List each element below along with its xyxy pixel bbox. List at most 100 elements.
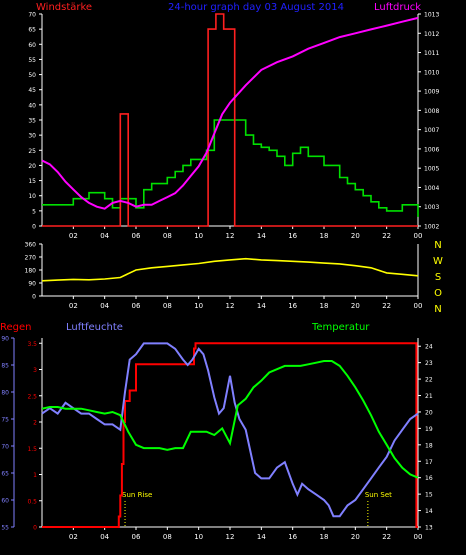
temperature-y-tick-label: 23 [425,360,433,367]
sun_rise-label: Sun Rise [122,491,152,499]
p3-x-tick-label: 02 [69,533,78,541]
rain-axis-label: Regen [0,322,32,333]
p2-x-tick-label: 14 [257,302,266,310]
compass-label: N [434,240,441,251]
pressure-y-tick-label: 1007 [424,127,439,134]
p3-x-tick-label: 14 [257,533,266,541]
temperature-y-tick-label: 20 [425,409,433,416]
p3-x-tick-label: 06 [132,533,141,541]
wind-y-tick-label: 60 [28,42,36,49]
temperature-y-tick-label: 14 [425,508,433,515]
rain-y-tick-label: 1 [33,472,37,479]
wind-y-tick-label: 25 [28,148,36,155]
rain-y-tick-label: 1.5 [27,446,37,453]
chart-title: 24-hour graph day 03 August 2014 [168,2,344,13]
pressure-y-tick-label: 1002 [424,224,439,231]
p1-x-tick-label: 02 [69,232,78,240]
pressure-y-tick-label: 1013 [424,12,439,19]
p1-x-tick-label: 08 [163,232,172,240]
direction-y-tick-label: 0 [32,294,36,301]
rain-y-tick-label: 0 [33,525,37,532]
p3-x-tick-label: 20 [351,533,360,541]
p2-x-tick-label: 20 [351,302,360,310]
p1-x-tick-label: 22 [382,232,391,240]
sun_set-label: Sun Set [365,491,392,499]
humidity-y-tick-label: 75 [1,417,9,424]
temperature-series-line [41,360,419,479]
humidity-y-tick-label: 65 [1,471,9,478]
wind-y-tick-label: 55 [28,57,36,64]
temperature-y-tick-label: 17 [425,459,433,466]
temperature-y-tick-label: 21 [425,393,433,400]
p1-x-tick-label: 04 [100,232,109,240]
humidity-axis-label: Luftfeuchte [66,322,123,333]
pressure-axis-label: Luftdruck [374,2,421,13]
wind-y-tick-label: 20 [28,163,36,170]
temperature-y-tick-label: 18 [425,442,433,449]
p1-x-tick-label: 16 [288,232,297,240]
pressure-y-tick-label: 1010 [424,69,439,76]
p2-x-tick-label: 08 [163,302,172,310]
temperature-y-tick-label: 24 [425,344,433,351]
humidity-y-tick-label: 60 [1,498,9,505]
p1-x-tick-label: 20 [351,232,360,240]
wind-y-tick-label: 5 [32,208,36,215]
p1-x-tick-label: 18 [320,232,329,240]
wind-y-tick-label: 15 [28,178,36,185]
humidity-y-tick-label: 85 [1,363,9,370]
humidity-y-tick-label: 55 [1,525,9,532]
p1-x-tick-label: 00 [414,232,423,240]
p3-x-tick-label: 00 [414,533,423,541]
p2-x-tick-label: 18 [320,302,329,310]
p3-x-tick-label: 04 [100,533,109,541]
wind-y-tick-label: 30 [28,133,36,140]
temperature-y-tick-label: 19 [425,426,433,433]
p1-x-tick-label: 10 [194,232,203,240]
pressure-y-tick-label: 1003 [424,204,439,211]
compass-label: S [435,272,441,283]
rain-y-tick-label: 0.5 [27,498,37,505]
p1-x-tick-label: 06 [132,232,141,240]
humidity-y-tick-label: 80 [1,390,9,397]
pressure-y-tick-label: 1005 [424,166,439,173]
wind-y-tick-label: 70 [28,12,36,19]
direction-y-tick-label: 270 [25,255,37,262]
temperature-y-tick-label: 22 [425,377,433,384]
wind-y-tick-label: 0 [32,224,36,231]
gust-series-line [42,13,418,227]
compass-label: O [434,288,442,299]
rain-series-line [42,342,418,528]
p3-x-tick-label: 22 [382,533,391,541]
rain-y-tick-label: 2 [33,420,37,427]
rain-y-tick-label: 3 [33,367,37,374]
wind-y-tick-label: 45 [28,87,36,94]
humidity-series-line [41,342,419,518]
p3-x-tick-label: 10 [194,533,203,541]
p2-x-tick-label: 04 [100,302,109,310]
p3-x-tick-label: 08 [163,533,172,541]
humidity-y-tick-label: 70 [1,444,9,451]
temperature-y-tick-label: 13 [425,525,433,532]
direction-y-tick-label: 360 [25,242,37,249]
p3-x-tick-label: 16 [288,533,297,541]
wind-pressure-chart: Windstärke 24-hour graph day 03 August 2… [28,2,439,240]
wind-y-tick-label: 50 [28,72,36,79]
wind-axis-label: Windstärke [36,2,92,13]
direction-y-tick-label: 90 [28,281,36,288]
p3-x-tick-label: 18 [320,533,329,541]
compass-label: N [434,304,441,315]
p2-x-tick-label: 10 [194,302,203,310]
wind-y-tick-label: 40 [28,102,36,109]
p2-x-tick-label: 16 [288,302,297,310]
pressure-y-tick-label: 1012 [424,31,439,38]
rain-y-tick-label: 2.5 [27,393,37,400]
p1-x-tick-label: 14 [257,232,266,240]
pressure-y-tick-label: 1008 [424,108,439,115]
p2-x-tick-label: 22 [382,302,391,310]
rain-y-tick-label: 3.5 [27,341,37,348]
humidity-y-tick-label: 90 [1,336,9,343]
direction-y-tick-label: 180 [25,268,37,275]
temperature-y-tick-label: 15 [425,492,433,499]
p2-x-tick-label: 00 [414,302,423,310]
